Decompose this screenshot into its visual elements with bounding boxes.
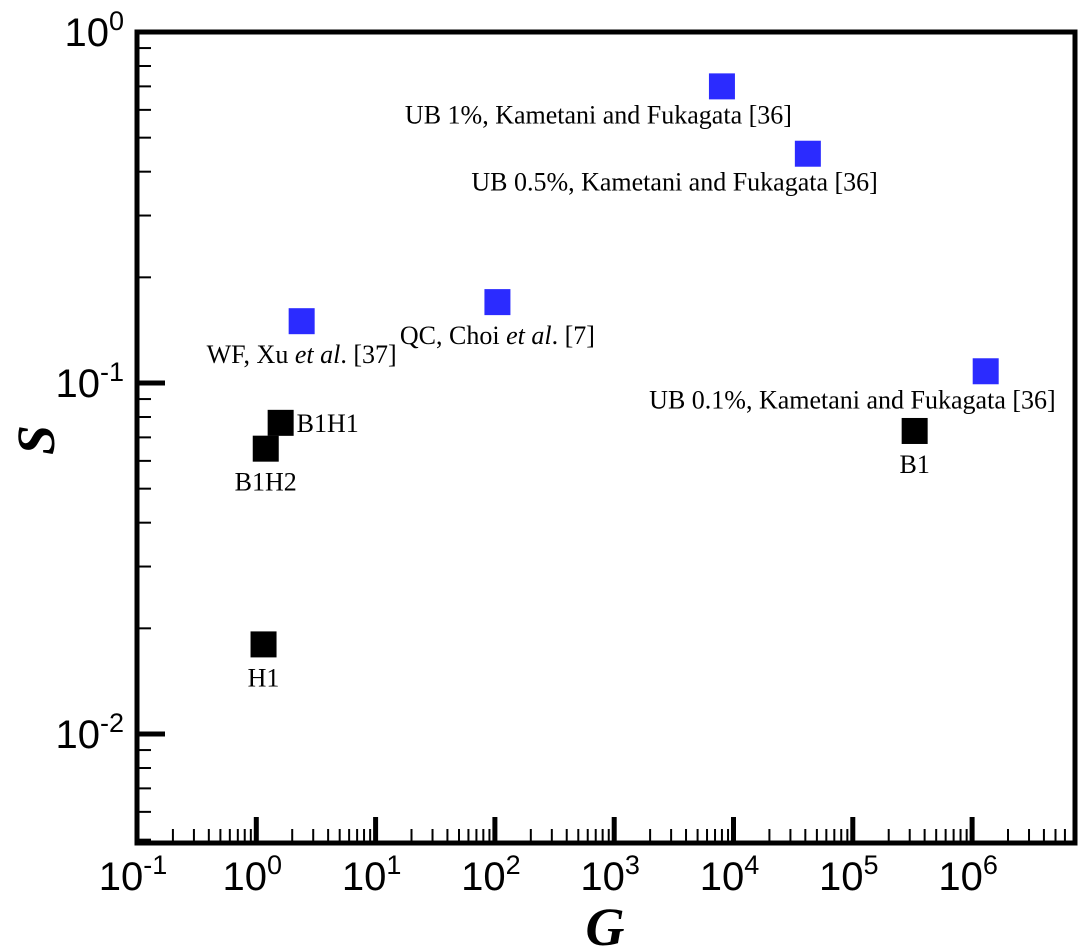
x-axis-title: G (586, 897, 625, 950)
scatter-point (901, 417, 928, 444)
scatter-point (250, 631, 277, 658)
point-label: UB 1%, Kametani and Fukagata [36] (405, 100, 792, 129)
scatter-point (484, 289, 511, 316)
y-tick-label: 100 (64, 6, 124, 55)
point-label: H1 (248, 663, 280, 692)
x-tick-label: 103 (580, 850, 640, 899)
x-tick-label: 106 (938, 850, 998, 899)
point-label: B1 (899, 450, 929, 479)
point-label: QC, Choi et al. [7] (400, 321, 595, 350)
x-tick-label: 10-1 (99, 850, 168, 899)
x-tick-label: 104 (700, 850, 760, 899)
point-label: WF, Xu et al. [37] (207, 340, 397, 369)
scatter-point (288, 308, 315, 335)
y-tick-label: 10-1 (55, 357, 124, 406)
x-tick-label: 101 (342, 850, 402, 899)
scatter-point (972, 358, 999, 385)
x-tick-label: 105 (819, 850, 879, 899)
data-points (250, 73, 999, 658)
axis-ticks (134, 29, 1066, 843)
scatter-point (252, 435, 279, 462)
scatter-point (794, 140, 821, 167)
point-label: UB 0.5%, Kametani and Fukagata [36] (471, 168, 878, 197)
point-label: B1H2 (235, 468, 297, 497)
point-label: UB 0.1%, Kametani and Fukagata [36] (649, 385, 1056, 414)
y-axis-title: S (6, 425, 66, 455)
scatter-point (708, 73, 735, 100)
y-tick-label: 10-2 (55, 708, 124, 757)
x-tick-label: 100 (223, 850, 283, 899)
tick-labels: 10-1 100 101 102 103 104 105 106 100 10-1 10-2 (55, 6, 997, 899)
point-label: B1H1 (297, 409, 359, 438)
point-labels: UB 1%, Kametani and Fukagata [36] UB 0.5%… (207, 100, 1056, 692)
scatter-point (267, 409, 294, 436)
x-tick-label: 102 (461, 850, 521, 899)
